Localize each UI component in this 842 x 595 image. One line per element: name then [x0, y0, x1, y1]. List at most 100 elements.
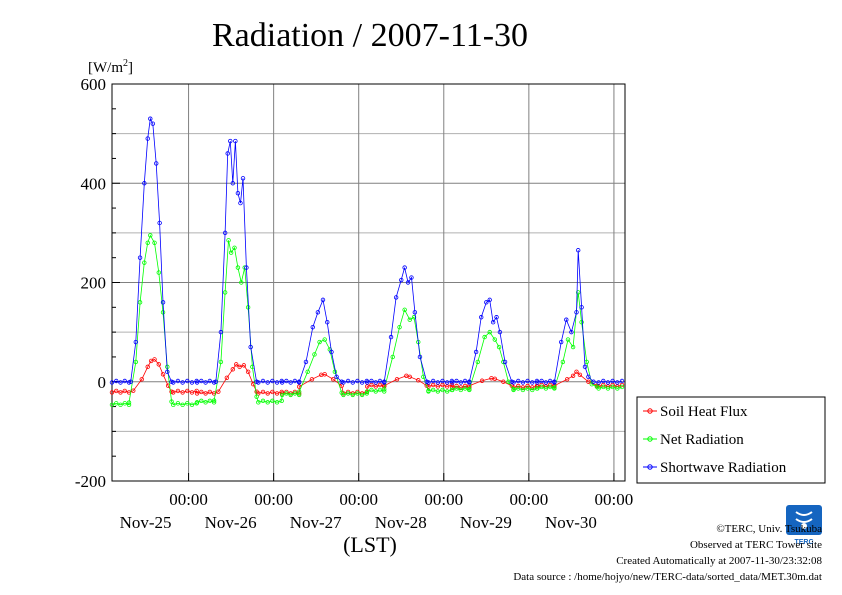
data-point: [369, 378, 374, 384]
x-tick-date: Nov-26: [205, 513, 257, 532]
data-point: [109, 380, 115, 385]
data-point: [224, 375, 230, 380]
data-point: [303, 359, 309, 365]
credit-created: Created Automatically at 2007-11-30/23:3…: [616, 555, 822, 567]
data-point: [310, 324, 315, 330]
x-tick-time: 00:00: [254, 490, 293, 509]
data-point: [148, 233, 153, 238]
legend-label: Net Radiation: [660, 432, 744, 448]
data-point: [228, 138, 233, 144]
x-tick-time: 00:00: [424, 490, 463, 509]
data-point: [525, 378, 530, 384]
data-point: [582, 364, 588, 370]
data-point: [175, 401, 181, 406]
data-point: [296, 379, 302, 384]
data-point: [579, 320, 584, 325]
data-point: [382, 389, 387, 394]
data-point: [185, 378, 190, 384]
data-point: [334, 374, 339, 379]
data-point: [207, 398, 213, 404]
data-point: [230, 181, 236, 186]
data-point: [203, 391, 208, 396]
data-point: [492, 337, 498, 342]
data-point: [126, 400, 132, 405]
data-point: [407, 317, 412, 322]
data-point: [402, 265, 407, 270]
data-point: [462, 378, 468, 384]
data-point: [450, 385, 455, 390]
data-point: [475, 359, 481, 365]
data-point: [169, 399, 174, 404]
data-point: [260, 389, 266, 395]
data-point: [315, 310, 321, 315]
data-point: [189, 402, 195, 408]
data-point: [226, 238, 231, 243]
data-point: [393, 295, 399, 300]
data-point: [260, 398, 266, 404]
data-point: [175, 388, 181, 394]
data-point: [520, 387, 526, 393]
data-point: [530, 387, 535, 393]
data-point: [265, 400, 270, 405]
data-point: [350, 380, 355, 385]
terc-logo-icon: TERC: [786, 505, 822, 546]
data-point: [535, 386, 540, 391]
data-point: [373, 389, 378, 394]
data-point: [154, 161, 159, 166]
data-point: [274, 391, 280, 396]
data-point: [552, 385, 557, 390]
data-point: [218, 329, 224, 335]
data-point: [145, 136, 150, 141]
data-point: [501, 379, 506, 384]
data-point: [610, 378, 615, 384]
data-point: [122, 378, 127, 384]
data-point: [284, 378, 289, 384]
data-point: [207, 389, 213, 395]
data-point: [591, 379, 596, 384]
x-tick-date: Nov-27: [290, 513, 342, 532]
data-point: [329, 349, 334, 355]
data-point: [525, 386, 530, 391]
series-group: [109, 116, 625, 408]
data-point: [145, 364, 150, 370]
data-point: [213, 379, 218, 384]
data-point: [189, 380, 195, 385]
data-point: [458, 387, 463, 393]
data-point: [211, 400, 217, 405]
data-point: [180, 380, 185, 385]
data-point: [467, 386, 472, 392]
data-point: [203, 400, 208, 405]
data-point: [350, 392, 355, 398]
data-point: [218, 359, 224, 365]
data-point: [530, 380, 535, 385]
data-point: [365, 380, 370, 385]
data-point: [194, 380, 200, 385]
data-point: [180, 402, 185, 408]
y-axis: -200 0 200 400 600: [75, 75, 120, 491]
x-tick-date: Nov-25: [120, 513, 172, 532]
data-point: [586, 374, 591, 379]
data-point: [454, 378, 459, 384]
data-point: [288, 380, 293, 385]
data-point: [109, 390, 115, 395]
data-point: [373, 380, 378, 385]
data-point: [114, 378, 119, 384]
data-point: [137, 300, 143, 305]
data-point: [122, 388, 127, 394]
data-point: [296, 389, 302, 394]
grid: [112, 84, 625, 481]
series-line: [111, 234, 623, 406]
credit-observed: Observed at TERC Tower site: [689, 539, 822, 551]
data-point: [565, 337, 571, 342]
data-point: [564, 377, 570, 382]
data-point: [160, 310, 166, 315]
data-point: [402, 307, 407, 312]
data-point: [199, 398, 204, 404]
data-point: [355, 391, 360, 396]
data-point: [397, 324, 402, 330]
data-point: [156, 362, 161, 367]
data-point: [539, 378, 544, 384]
data-point: [479, 315, 484, 320]
data-point: [530, 385, 535, 390]
data-point: [270, 398, 275, 404]
